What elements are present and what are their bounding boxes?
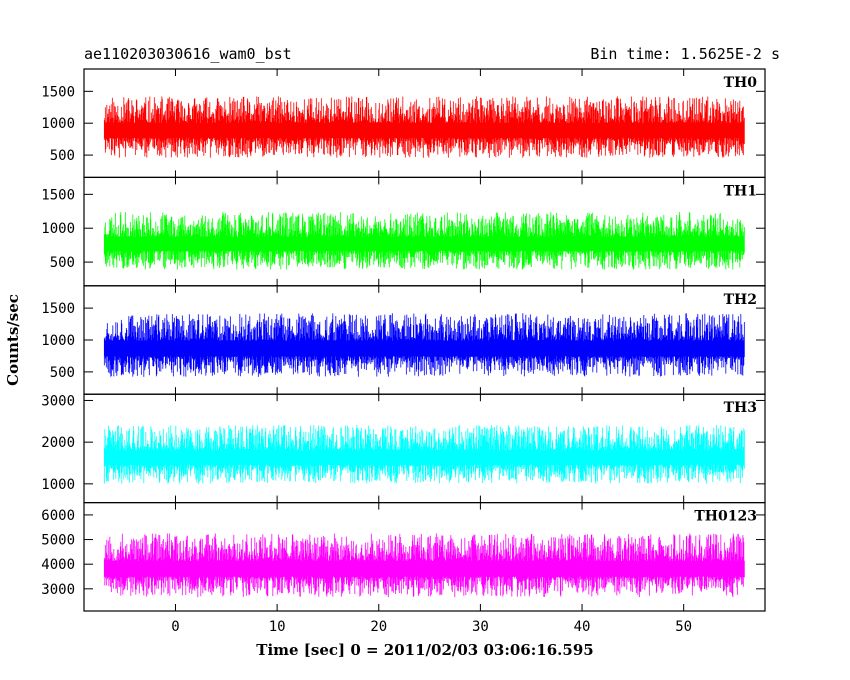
y-axis-label: Counts/sec bbox=[4, 294, 22, 386]
y-tick-label: 1500 bbox=[41, 301, 75, 317]
y-tick-label: 3000 bbox=[41, 393, 75, 409]
y-tick-label: 1500 bbox=[41, 84, 75, 100]
y-tick-label: 1000 bbox=[41, 116, 75, 132]
panel-label: TH0123 bbox=[694, 509, 757, 525]
chart-title: ae110203030616_wam0_bst bbox=[84, 45, 292, 63]
y-tick-label: 1500 bbox=[41, 187, 75, 203]
y-tick-label: 500 bbox=[50, 365, 75, 381]
panel-label: TH1 bbox=[724, 183, 757, 199]
y-tick-label: 3000 bbox=[41, 582, 75, 598]
y-tick-label: 500 bbox=[50, 148, 75, 164]
panel-frame bbox=[83, 502, 766, 612]
series-th2 bbox=[103, 313, 745, 377]
series-th1 bbox=[103, 212, 745, 270]
panel-th0123: 3000 4000 5000 6000 TH0123 bbox=[41, 502, 766, 612]
y-tick-label: 1000 bbox=[41, 221, 75, 237]
panel-th1: 500 1000 1500 TH1 bbox=[41, 176, 766, 287]
x-tick-label: 20 bbox=[370, 619, 387, 635]
panel-label: TH2 bbox=[724, 292, 757, 308]
panel-th0: 500 1000 1500 TH0 bbox=[41, 68, 766, 179]
series-th3 bbox=[103, 425, 745, 484]
chart-subtitle: Bin time: 1.5625E-2 s bbox=[590, 45, 780, 63]
panel-th3: 1000 2000 3000 TH3 bbox=[41, 393, 766, 504]
y-tick-label: 1000 bbox=[41, 333, 75, 349]
x-tick-label: 50 bbox=[675, 619, 692, 635]
panel-th2: 500 1000 1500 TH2 bbox=[41, 285, 766, 395]
y-tick-label: 500 bbox=[50, 255, 75, 271]
series-th0 bbox=[103, 96, 745, 158]
y-tick-label: 4000 bbox=[41, 557, 75, 573]
x-axis-label: Time [sec] 0 = 2011/02/03 03:06:16.595 bbox=[256, 641, 593, 659]
x-tick-label: 10 bbox=[269, 619, 286, 635]
x-axis: 0 10 20 30 40 50 bbox=[171, 619, 692, 635]
panel-label: TH0 bbox=[724, 75, 758, 91]
y-tick-label: 6000 bbox=[41, 508, 75, 524]
panel-label: TH3 bbox=[724, 400, 757, 416]
series-th0123 bbox=[103, 533, 745, 598]
x-tick-label: 40 bbox=[574, 619, 591, 635]
y-tick-label: 2000 bbox=[41, 435, 75, 451]
x-tick-label: 30 bbox=[472, 619, 489, 635]
y-tick-label: 1000 bbox=[41, 477, 75, 493]
panels-group: 500 1000 1500 TH0 500 1000 1500 TH1 500 1000 1500 T… bbox=[41, 68, 766, 612]
x-tick-label: 0 bbox=[171, 619, 179, 635]
y-tick-label: 5000 bbox=[41, 533, 75, 549]
